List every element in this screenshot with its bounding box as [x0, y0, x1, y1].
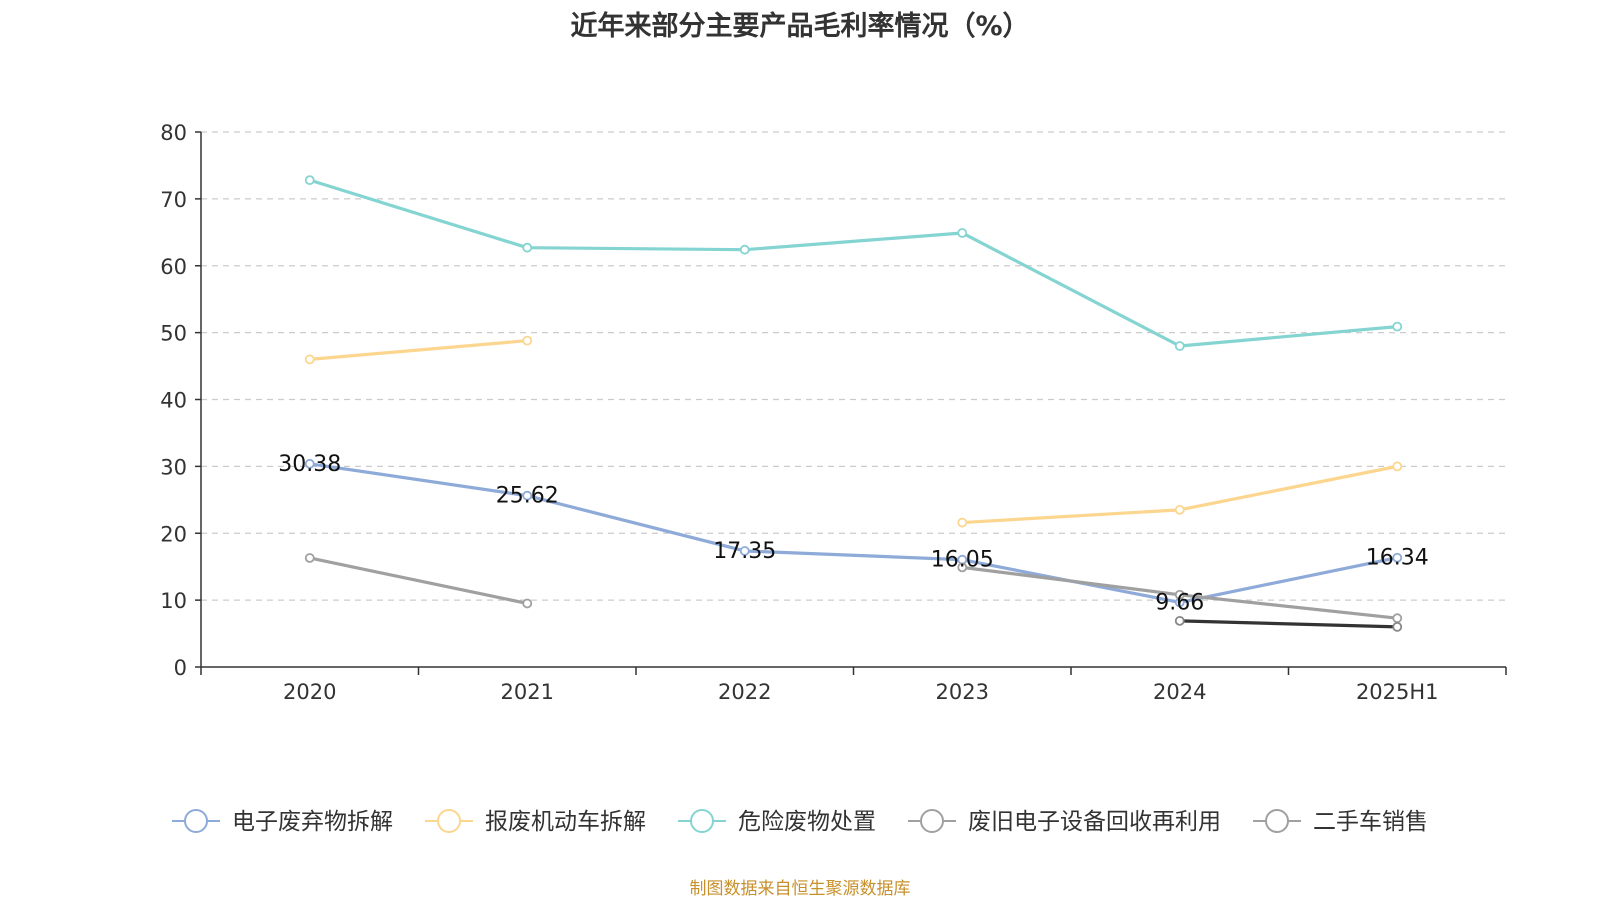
legend-item[interactable]: 废旧电子设备回收再利用	[908, 809, 1221, 835]
data-point	[304, 175, 315, 186]
series-line-4	[309, 556, 528, 606]
legend-label: 二手车销售	[1313, 809, 1428, 835]
data-point	[1174, 504, 1185, 515]
y-tick-label: 30	[160, 455, 187, 479]
data-point	[522, 490, 533, 501]
data-point	[304, 458, 315, 469]
x-tick-label: 2024	[1153, 680, 1206, 704]
y-tick-label: 60	[160, 255, 187, 279]
data-point	[1174, 341, 1185, 351]
data-label: 17.35	[713, 539, 776, 564]
data-point	[1174, 615, 1185, 626]
legend-label: 废旧电子设备回收再利用	[968, 809, 1221, 835]
data-point	[1392, 613, 1403, 624]
y-tick-label: 10	[160, 589, 187, 613]
x-tick-label: 2023	[936, 680, 989, 704]
series-lines	[304, 175, 1403, 632]
data-label: 25.62	[496, 484, 559, 509]
legend-label: 电子废弃物拆解	[232, 809, 393, 835]
data-label: 16.05	[931, 548, 994, 573]
x-tick-label: 2021	[501, 680, 554, 704]
y-tick-label: 70	[160, 188, 187, 212]
data-label: 9.66	[1155, 590, 1204, 615]
legend-marker	[437, 809, 461, 833]
legend-marker	[1265, 809, 1289, 833]
data-point	[957, 562, 968, 573]
source-note: 制图数据来自恒生聚源数据库	[689, 879, 911, 899]
data-point	[522, 598, 533, 609]
data-point	[522, 242, 533, 253]
axes: 0 10 20 30 40 50 60 70 80 2020 2021 2022 2023 2024 202…	[160, 121, 1507, 704]
data-label: 16.34	[1366, 546, 1429, 571]
x-tick-label: 2025H1	[1356, 680, 1439, 704]
legend-item[interactable]: 电子废弃物拆解	[172, 809, 393, 835]
y-tick-label: 0	[174, 656, 187, 680]
y-tick-label: 20	[160, 522, 187, 546]
grid-lines	[201, 131, 1506, 601]
x-tick-label: 2022	[718, 680, 771, 704]
data-point	[304, 354, 315, 365]
legend[interactable]: 电子废弃物拆解 报废机动车拆解 危险废物处置 废旧电子设备回收再利用 二手车销售	[172, 809, 1428, 835]
series-line-2	[309, 339, 528, 361]
data-label: 30.38	[278, 452, 341, 477]
legend-item[interactable]: 报废机动车拆解	[425, 809, 646, 835]
legend-label: 报废机动车拆解	[485, 809, 646, 835]
chart-title: 近年来部分主要产品毛利率情况（%）	[570, 11, 1030, 42]
x-tick-label: 2020	[283, 680, 336, 704]
data-point	[739, 244, 750, 255]
data-point	[957, 228, 968, 238]
series-line-3	[309, 178, 1398, 348]
data-point	[1392, 461, 1403, 472]
data-point	[1392, 621, 1403, 632]
data-point	[304, 553, 315, 563]
data-point	[1174, 589, 1185, 600]
data-point	[739, 546, 750, 556]
legend-marker	[920, 809, 944, 833]
legend-marker	[184, 809, 208, 833]
data-labels: 30.38 25.62 17.35 16.05 9.66 16.34	[278, 452, 1428, 616]
series-line-1	[309, 462, 1398, 604]
data-point	[1392, 321, 1403, 332]
y-tick-label: 50	[160, 322, 187, 346]
data-point	[522, 335, 533, 346]
legend-label: 危险废物处置	[738, 809, 876, 835]
y-tick-label: 40	[160, 389, 187, 413]
y-tick-label: 80	[160, 121, 187, 145]
data-point	[957, 517, 968, 528]
series-line-5	[1179, 619, 1398, 629]
legend-marker	[690, 809, 714, 833]
legend-item[interactable]: 危险废物处置	[678, 809, 876, 835]
data-point	[1392, 552, 1403, 563]
legend-item[interactable]: 二手车销售	[1253, 809, 1428, 835]
